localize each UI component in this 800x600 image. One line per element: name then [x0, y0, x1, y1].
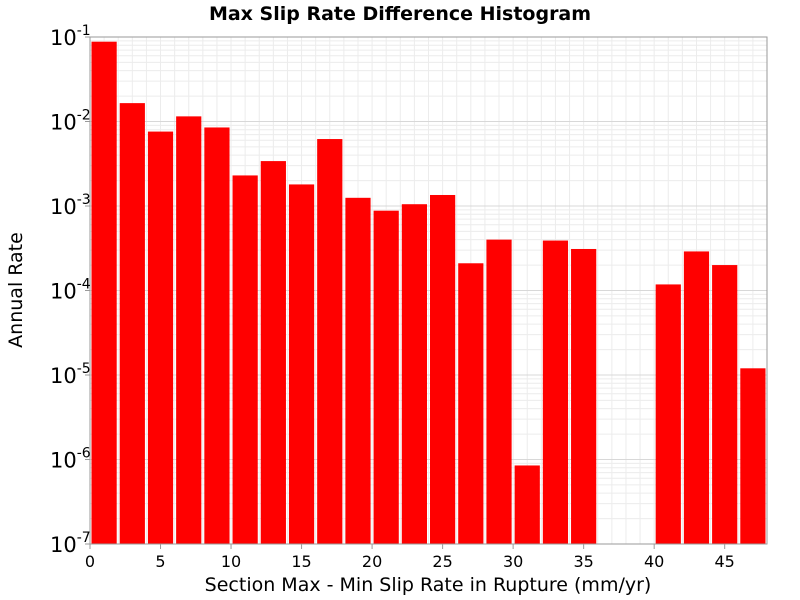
y-tick-exponent: -4: [77, 277, 91, 293]
x-tick-label: 45: [715, 552, 735, 571]
x-tick-label: 35: [573, 552, 593, 571]
y-tick-exponent: -5: [77, 361, 91, 377]
bars-group: [91, 41, 766, 545]
x-tick-label: 0: [85, 552, 95, 571]
histogram-bar: [91, 41, 117, 544]
histogram-bar: [260, 161, 286, 544]
x-tick-label: 25: [432, 552, 452, 571]
y-tick-exponent: -3: [77, 192, 91, 208]
x-tick-label: 30: [503, 552, 523, 571]
x-tick-label: 5: [155, 552, 165, 571]
histogram-bar: [486, 239, 512, 545]
tick-labels: 0 5 10 15 20 25 30 35 40 4510-710-610-510-410-310…: [50, 23, 735, 571]
x-tick-label: 10: [221, 552, 241, 571]
y-tick-exponent: -7: [77, 530, 91, 546]
x-tick-label: 20: [362, 552, 382, 571]
histogram-bar: [514, 465, 540, 544]
histogram-bar: [317, 139, 343, 544]
histogram-bar: [683, 251, 710, 544]
histogram-bar: [542, 240, 569, 544]
y-tick-exponent: -2: [77, 108, 91, 124]
histogram-bar: [655, 284, 681, 544]
histogram-bar: [458, 263, 484, 544]
histogram-bar: [232, 175, 258, 544]
histogram-bar: [740, 368, 766, 544]
histogram-bar: [119, 103, 145, 544]
y-axis-label: Annual Rate: [5, 232, 27, 348]
x-tick-label: 40: [644, 552, 664, 571]
histogram-bar: [345, 197, 371, 545]
histogram-bar: [176, 116, 202, 544]
histogram-bar: [430, 194, 456, 544]
y-tick-exponent: -1: [77, 23, 91, 39]
y-tick-exponent: -6: [77, 446, 91, 462]
histogram-bar: [288, 184, 315, 544]
histogram-bar: [401, 204, 427, 544]
x-axis-label: Section Max - Min Slip Rate in Rupture (…: [205, 574, 652, 596]
histogram-bar: [571, 248, 597, 545]
histogram-bar: [373, 210, 399, 544]
x-tick-label: 15: [291, 552, 311, 571]
histogram-bar: [712, 265, 738, 544]
chart-title: Max Slip Rate Difference Histogram: [209, 3, 591, 25]
histogram-bar: [204, 127, 230, 544]
histogram-bar: [147, 131, 174, 544]
